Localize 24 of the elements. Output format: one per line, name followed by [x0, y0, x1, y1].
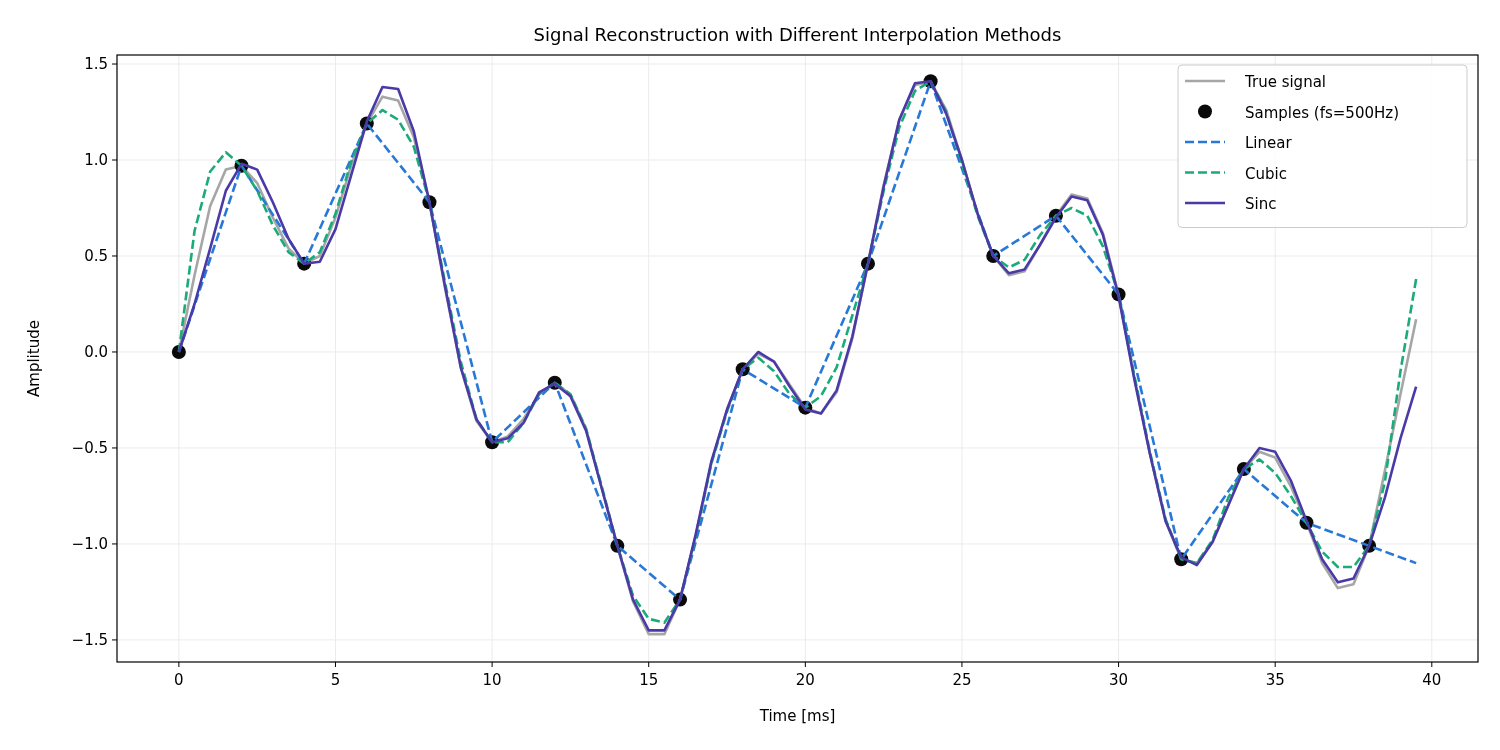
- y-tick-label: −0.5: [71, 438, 108, 457]
- x-tick-label: 20: [795, 671, 815, 689]
- y-tick-label: −1.5: [71, 630, 108, 649]
- x-tick-label: 30: [1109, 671, 1129, 689]
- x-tick-label: 40: [1422, 671, 1442, 689]
- chart-title: Signal Reconstruction with Different Interpolation Methods: [533, 24, 1062, 45]
- x-tick-label: 15: [639, 671, 659, 689]
- x-tick-label: 25: [952, 671, 972, 689]
- legend-label: True signal: [1244, 73, 1326, 91]
- y-tick-label: 0.5: [84, 246, 108, 265]
- y-tick-label: 0.0: [84, 342, 108, 361]
- x-tick-label: 0: [174, 671, 184, 689]
- x-axis-title: Time [ms]: [758, 707, 836, 725]
- y-tick-label: −1.0: [71, 534, 108, 553]
- y-tick-label: 1.0: [84, 151, 108, 170]
- legend-label: Sinc: [1245, 195, 1277, 213]
- legend-label: Samples (fs=500Hz): [1245, 103, 1399, 122]
- legend-label: Linear: [1245, 134, 1293, 152]
- x-tick-label: 35: [1265, 671, 1285, 689]
- y-axis-title: Amplitude: [25, 320, 43, 397]
- x-tick-label: 10: [482, 671, 502, 689]
- legend-label: Cubic: [1245, 164, 1287, 183]
- x-tick-label: 5: [330, 671, 341, 689]
- y-tick-label: 1.5: [84, 55, 108, 74]
